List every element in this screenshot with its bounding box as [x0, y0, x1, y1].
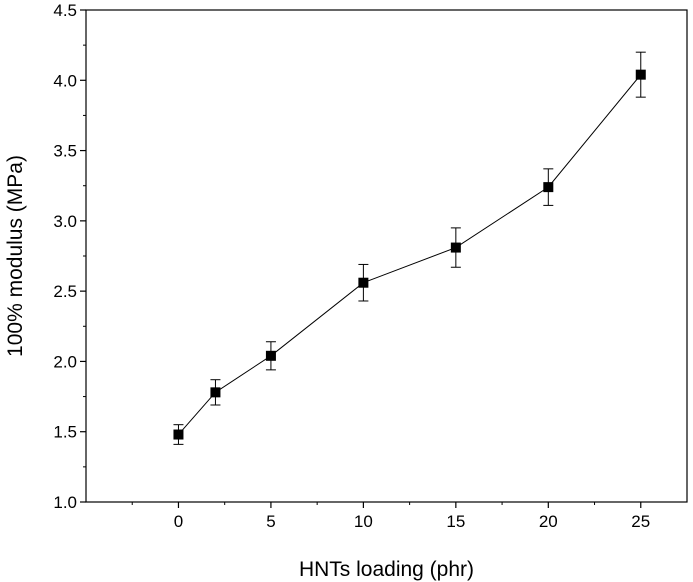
data-point: [635, 69, 646, 80]
y-tick-label: 4.0: [53, 71, 77, 90]
y-tick-label: 1.0: [53, 493, 77, 512]
y-tick-label: 2.0: [53, 352, 77, 371]
data-point: [358, 277, 369, 288]
y-tick-label: 3.0: [53, 212, 77, 231]
y-axis-title: 100% modulus (MPa): [4, 155, 27, 357]
data-point: [210, 387, 221, 398]
x-tick-label: 5: [266, 512, 275, 531]
y-tick-label: 2.5: [53, 282, 77, 301]
data-point: [265, 350, 276, 361]
data-points-group: [173, 69, 646, 440]
series-line: [178, 74, 642, 435]
x-tick-label: 20: [539, 512, 558, 531]
x-tick-label: 15: [446, 512, 465, 531]
series-line-group: [178, 74, 642, 435]
data-point: [543, 182, 554, 193]
plot-frame: [85, 9, 688, 503]
y-tick-label: 1.5: [53, 423, 77, 442]
error-bars-group: [173, 51, 646, 445]
y-tick-label: 3.5: [53, 142, 77, 161]
data-point: [450, 242, 461, 253]
x-tick-label: 10: [354, 512, 373, 531]
x-tick-label: 25: [631, 512, 650, 531]
data-point: [173, 429, 184, 440]
plot-border: [85, 9, 688, 503]
y-tick-label: 4.5: [53, 1, 77, 20]
x-axis-title: HNTs loading (phr): [299, 558, 474, 581]
y-axis: 1.0 1.5 2.0 2.5 3.0 3.5 4.0 4.5: [53, 1, 86, 512]
x-tick-label: 0: [174, 512, 183, 531]
x-axis: 0 5 10 15 20 25: [131, 502, 650, 531]
